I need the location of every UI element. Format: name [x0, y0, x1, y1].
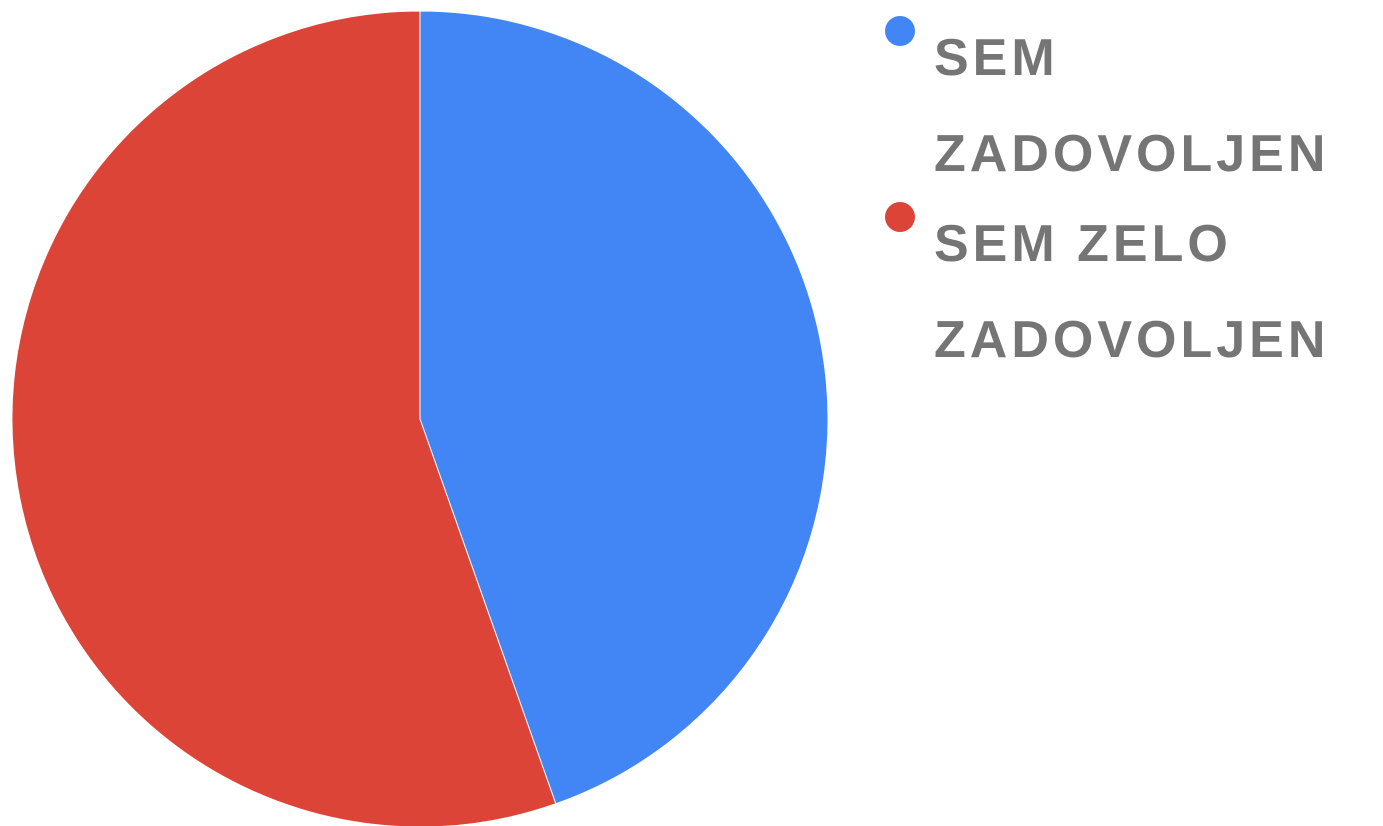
legend-label: SEM ZADOVOLJEN [934, 29, 1330, 183]
legend-marker [885, 202, 915, 232]
legend-marker [885, 16, 915, 46]
legend-item: SEM ZELO ZADOVOLJEN [880, 184, 1360, 388]
legend-item: SEM ZADOVOLJEN [880, 0, 1360, 202]
legend: SEM ZADOVOLJEN SEM ZELO ZADOVOLJEN [880, 16, 1360, 394]
pie-slice [11, 10, 557, 826]
pie-chart [11, 10, 829, 826]
legend-label: SEM ZELO ZADOVOLJEN [934, 215, 1330, 369]
pie-slice [419, 10, 829, 805]
